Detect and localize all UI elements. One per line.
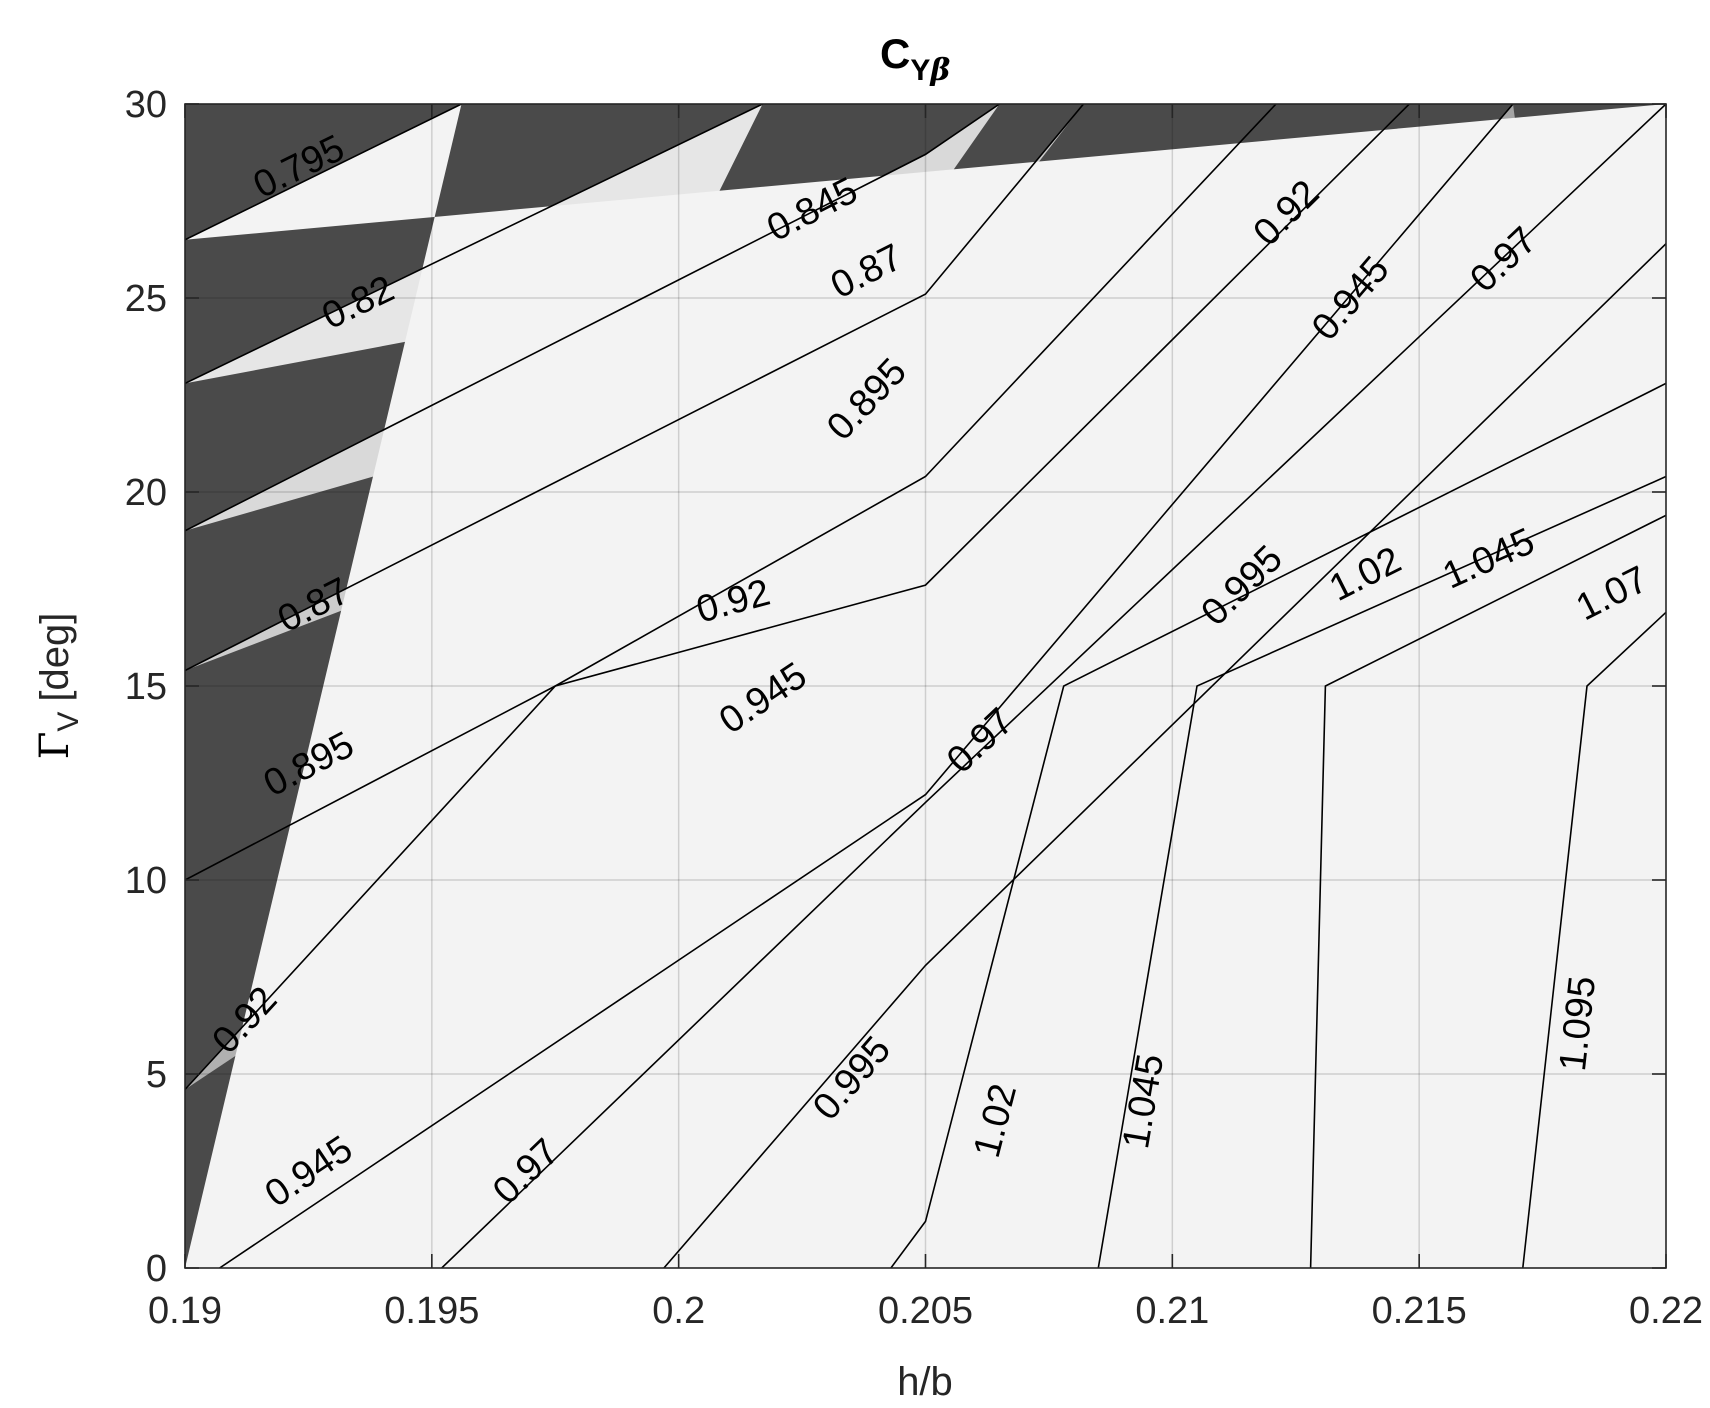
contour-line-1.045 <box>1097 475 1666 1268</box>
contour-line-0.82 <box>185 104 763 385</box>
y-tick-label: 25 <box>125 278 167 320</box>
chart-title-subscript: Y <box>910 54 930 87</box>
chart-title-beta: β <box>929 53 950 88</box>
y-axis-label: ΓV[deg] <box>32 613 85 760</box>
y-axis-label-unit: [deg] <box>33 613 77 702</box>
contour-line-0.92 <box>185 104 1410 1091</box>
y-tick-labels: 0 5 10 15 20 25 30 <box>125 84 167 1290</box>
contour-fills <box>185 104 1666 1268</box>
contour-lines <box>185 104 1666 1268</box>
contour-line-0.87 <box>185 104 1085 672</box>
contour-line-0.945 <box>219 104 1514 1268</box>
contour-line-0.795 <box>185 104 462 241</box>
contour-line-0.895 <box>185 104 1277 881</box>
x-tick-label: 0.2 <box>652 1290 705 1332</box>
x-axis-label: h/b <box>897 1360 953 1404</box>
contour-line-1.02 <box>890 382 1666 1268</box>
contour-line-0.97 <box>441 104 1666 1268</box>
contour-line-1.095 <box>1522 611 1666 1268</box>
x-tick-label: 0.205 <box>878 1290 973 1332</box>
contour-line-0.845 <box>185 104 1000 532</box>
x-tick-label: 0.195 <box>384 1290 479 1332</box>
contour-line-0.995 <box>663 243 1666 1268</box>
x-tick-label: 0.21 <box>1135 1290 1209 1332</box>
x-tick-label: 0.215 <box>1372 1290 1467 1332</box>
contour-label-group: 1.095 <box>1552 974 1604 1073</box>
y-tick-label: 5 <box>146 1054 167 1096</box>
contour-label-1.095: 1.095 <box>1552 974 1604 1073</box>
axis-ticks <box>184 103 1667 1269</box>
fill-region-0.795 <box>185 104 1666 1268</box>
x-tick-label: 0.19 <box>148 1290 222 1332</box>
chart-title: CYβ <box>880 30 950 88</box>
y-axis-label-subscript: V <box>52 712 85 732</box>
y-tick-label: 30 <box>125 84 167 126</box>
x-tick-labels: 0.19 0.195 0.2 0.205 0.21 0.215 0.22 <box>148 1290 1703 1332</box>
x-tick-label: 0.22 <box>1629 1290 1703 1332</box>
y-tick-label: 15 <box>125 666 167 708</box>
y-tick-label: 10 <box>125 860 167 902</box>
contour-line-1.07 <box>1309 514 1666 1268</box>
y-tick-label: 0 <box>146 1248 167 1290</box>
y-tick-label: 20 <box>125 472 167 514</box>
grid-lines <box>185 104 1666 1268</box>
